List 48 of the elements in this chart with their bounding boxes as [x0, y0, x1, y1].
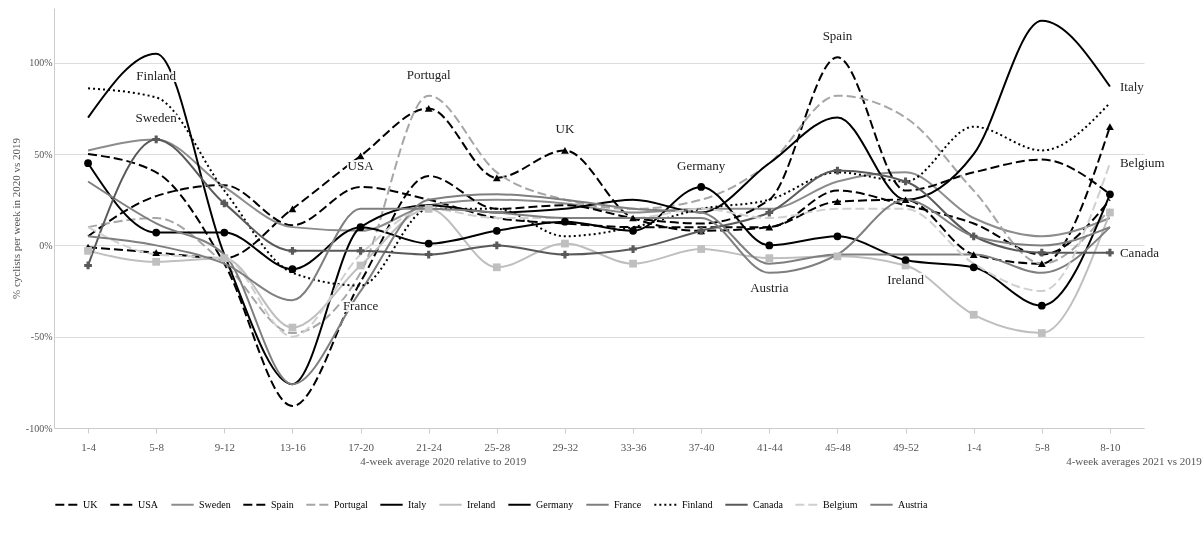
y-tick-label: 100%	[29, 57, 53, 69]
annotation: Germany	[677, 157, 726, 173]
x-tick-label: 25-28	[484, 440, 511, 453]
annotation: Sweden	[135, 110, 178, 126]
x-tick-label: 1-4	[966, 440, 983, 453]
annotation: Austria	[750, 279, 789, 295]
legend-label: Germany	[536, 498, 574, 510]
annotation: Ireland	[887, 272, 925, 288]
annotation: Portugal	[406, 66, 452, 82]
legend-label: Sweden	[199, 498, 231, 510]
legend-label: UK	[83, 498, 99, 510]
x-tick-label: 5-8	[149, 440, 165, 453]
x-tick-label: 8-10	[1100, 440, 1122, 453]
x-tick-label: 45-48	[825, 440, 852, 453]
annotation: Belgium	[1119, 155, 1165, 171]
legend-label: Italy	[408, 498, 427, 510]
x-tick-label: 5-8	[1034, 440, 1051, 453]
legend-label: Portugal	[334, 498, 369, 510]
y-tick-label: 50%	[34, 148, 53, 160]
x-tick-label: 29-32	[552, 440, 579, 453]
text: 4-week averages 2021 vs 2019	[1066, 455, 1203, 467]
y-tick-label: -50%	[30, 331, 53, 343]
legend-label: Ireland	[467, 498, 496, 510]
annotation: Italy	[1119, 78, 1145, 94]
legend-label: France	[614, 498, 642, 510]
x-tick-label: 1-4	[81, 440, 97, 453]
x-tick-label: 9-12	[214, 440, 235, 453]
y-tick-label: -100%	[25, 422, 53, 434]
legend-label: Canada	[753, 498, 784, 510]
legend-label: USA	[138, 498, 159, 510]
x-tick-label: 17-20	[348, 440, 375, 453]
annotation: UK	[555, 121, 575, 137]
y-tick-label: 0%	[39, 239, 53, 251]
x-tick-label: 49-52	[893, 440, 919, 453]
y-axis-title: % cyclists per week in 2020 vs 2019	[9, 137, 22, 299]
x-tick-label: 37-40	[688, 440, 716, 453]
x-tick-label: 21-24	[416, 440, 443, 453]
legend-label: Belgium	[823, 498, 858, 510]
legend-label: Austria	[898, 498, 928, 510]
x-tick-label: 41-44	[756, 440, 784, 453]
text: 4-week average 2020 relative to 2019	[360, 455, 527, 467]
annotation: Canada	[1119, 244, 1160, 260]
legend-label: Finland	[682, 498, 713, 510]
x-tick-label: 13-16	[280, 440, 307, 453]
annotation: USA	[347, 157, 375, 173]
legend-label: Spain	[271, 498, 294, 510]
x-tick-label: 33-36	[620, 440, 647, 453]
annotation: Spain	[822, 28, 853, 44]
